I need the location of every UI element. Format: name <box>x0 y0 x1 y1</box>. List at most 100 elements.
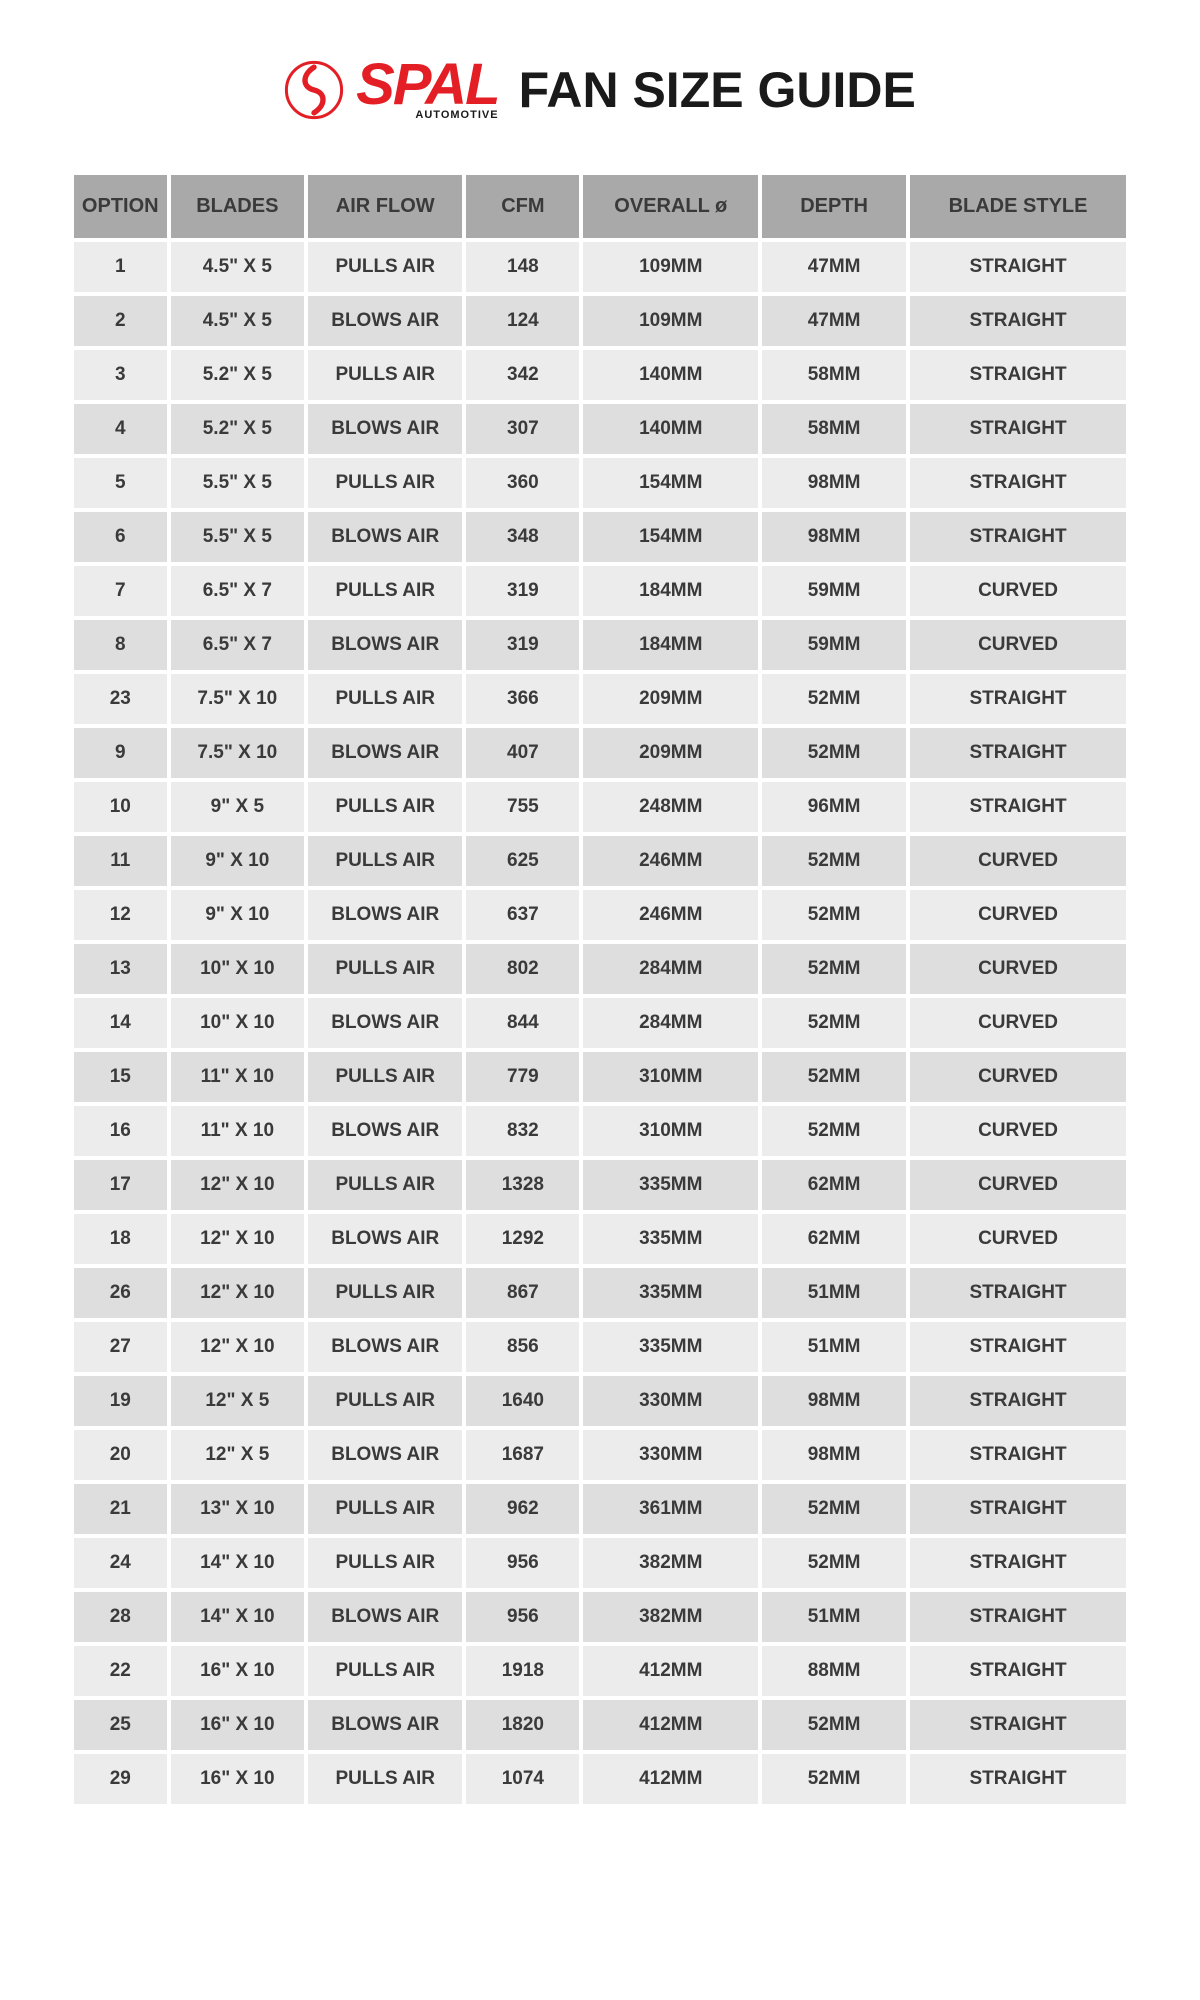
table-cell: 412MM <box>583 1700 758 1750</box>
table-cell: 5.2" X 5 <box>171 404 305 454</box>
col-header-3: CFM <box>466 175 579 238</box>
table-row: 14.5" X 5PULLS AIR148109MM47MMSTRAIGHT <box>74 242 1126 292</box>
table-cell: 844 <box>466 998 579 1048</box>
table-cell: 284MM <box>583 998 758 1048</box>
table-cell: STRAIGHT <box>910 1268 1126 1318</box>
table-cell: STRAIGHT <box>910 782 1126 832</box>
table-cell: 51MM <box>762 1268 906 1318</box>
table-row: 76.5" X 7PULLS AIR319184MM59MMCURVED <box>74 566 1126 616</box>
table-cell: 22 <box>74 1646 167 1696</box>
table-cell: 16" X 10 <box>171 1646 305 1696</box>
col-header-5: DEPTH <box>762 175 906 238</box>
table-cell: STRAIGHT <box>910 674 1126 724</box>
table-cell: BLOWS AIR <box>308 404 462 454</box>
table-cell: 140MM <box>583 350 758 400</box>
table-cell: 12" X 10 <box>171 1268 305 1318</box>
table-row: 237.5" X 10PULLS AIR366209MM52MMSTRAIGHT <box>74 674 1126 724</box>
table-cell: 335MM <box>583 1214 758 1264</box>
table-cell: 1328 <box>466 1160 579 1210</box>
table-cell: 98MM <box>762 512 906 562</box>
table-cell: STRAIGHT <box>910 1538 1126 1588</box>
table-cell: 856 <box>466 1322 579 1372</box>
table-cell: 956 <box>466 1592 579 1642</box>
table-cell: 625 <box>466 836 579 886</box>
table-cell: 382MM <box>583 1592 758 1642</box>
table-cell: 12" X 10 <box>171 1322 305 1372</box>
table-cell: PULLS AIR <box>308 1484 462 1534</box>
table-cell: 96MM <box>762 782 906 832</box>
table-cell: 1918 <box>466 1646 579 1696</box>
table-cell: 5.5" X 5 <box>171 458 305 508</box>
table-cell: 58MM <box>762 350 906 400</box>
table-cell: 3 <box>74 350 167 400</box>
table-cell: 52MM <box>762 998 906 1048</box>
table-cell: 58MM <box>762 404 906 454</box>
table-cell: 16 <box>74 1106 167 1156</box>
table-row: 1511" X 10PULLS AIR779310MM52MMCURVED <box>74 1052 1126 1102</box>
table-cell: 310MM <box>583 1106 758 1156</box>
table-cell: 12" X 10 <box>171 1160 305 1210</box>
table-row: 109" X 5PULLS AIR755248MM96MMSTRAIGHT <box>74 782 1126 832</box>
spal-logo-icon <box>284 60 344 120</box>
table-cell: PULLS AIR <box>308 674 462 724</box>
table-cell: 310MM <box>583 1052 758 1102</box>
table-cell: STRAIGHT <box>910 350 1126 400</box>
table-cell: 755 <box>466 782 579 832</box>
table-cell: 154MM <box>583 512 758 562</box>
page-title: FAN SIZE GUIDE <box>519 61 916 119</box>
table-cell: 246MM <box>583 890 758 940</box>
table-row: 86.5" X 7BLOWS AIR319184MM59MMCURVED <box>74 620 1126 670</box>
table-cell: 62MM <box>762 1160 906 1210</box>
table-cell: 348 <box>466 512 579 562</box>
table-cell: 209MM <box>583 728 758 778</box>
table-row: 2516" X 10BLOWS AIR1820412MM52MMSTRAIGHT <box>74 1700 1126 1750</box>
table-cell: 59MM <box>762 566 906 616</box>
table-row: 2216" X 10PULLS AIR1918412MM88MMSTRAIGHT <box>74 1646 1126 1696</box>
table-cell: CURVED <box>910 1106 1126 1156</box>
table-cell: 335MM <box>583 1160 758 1210</box>
table-cell: 12 <box>74 890 167 940</box>
table-cell: 18 <box>74 1214 167 1264</box>
table-cell: 12" X 10 <box>171 1214 305 1264</box>
table-cell: 335MM <box>583 1322 758 1372</box>
table-cell: STRAIGHT <box>910 1484 1126 1534</box>
table-cell: 12" X 5 <box>171 1376 305 1426</box>
table-cell: 1 <box>74 242 167 292</box>
table-cell: 10" X 10 <box>171 998 305 1048</box>
table-cell: 52MM <box>762 1538 906 1588</box>
table-cell: 284MM <box>583 944 758 994</box>
table-cell: 17 <box>74 1160 167 1210</box>
table-cell: STRAIGHT <box>910 1430 1126 1480</box>
table-cell: 209MM <box>583 674 758 724</box>
table-cell: 52MM <box>762 836 906 886</box>
brand-subtitle: AUTOMOTIVE <box>415 111 498 120</box>
table-cell: PULLS AIR <box>308 1268 462 1318</box>
table-cell: 7 <box>74 566 167 616</box>
table-cell: PULLS AIR <box>308 350 462 400</box>
table-cell: PULLS AIR <box>308 1538 462 1588</box>
table-cell: 360 <box>466 458 579 508</box>
table-cell: PULLS AIR <box>308 782 462 832</box>
table-cell: PULLS AIR <box>308 1646 462 1696</box>
table-cell: 14 <box>74 998 167 1048</box>
table-cell: 307 <box>466 404 579 454</box>
table-cell: 52MM <box>762 1700 906 1750</box>
table-cell: 52MM <box>762 674 906 724</box>
table-row: 2814" X 10BLOWS AIR956382MM51MMSTRAIGHT <box>74 1592 1126 1642</box>
table-cell: 98MM <box>762 458 906 508</box>
table-cell: PULLS AIR <box>308 836 462 886</box>
table-cell: BLOWS AIR <box>308 1592 462 1642</box>
col-header-1: BLADES <box>171 175 305 238</box>
table-cell: 330MM <box>583 1376 758 1426</box>
table-cell: 98MM <box>762 1430 906 1480</box>
table-cell: 16" X 10 <box>171 1700 305 1750</box>
table-cell: BLOWS AIR <box>308 728 462 778</box>
table-cell: 9" X 5 <box>171 782 305 832</box>
table-cell: 246MM <box>583 836 758 886</box>
table-row: 2012" X 5BLOWS AIR1687330MM98MMSTRAIGHT <box>74 1430 1126 1480</box>
table-cell: 52MM <box>762 1106 906 1156</box>
table-cell: 148 <box>466 242 579 292</box>
table-row: 1611" X 10BLOWS AIR832310MM52MMCURVED <box>74 1106 1126 1156</box>
table-cell: STRAIGHT <box>910 1592 1126 1642</box>
table-cell: 2 <box>74 296 167 346</box>
